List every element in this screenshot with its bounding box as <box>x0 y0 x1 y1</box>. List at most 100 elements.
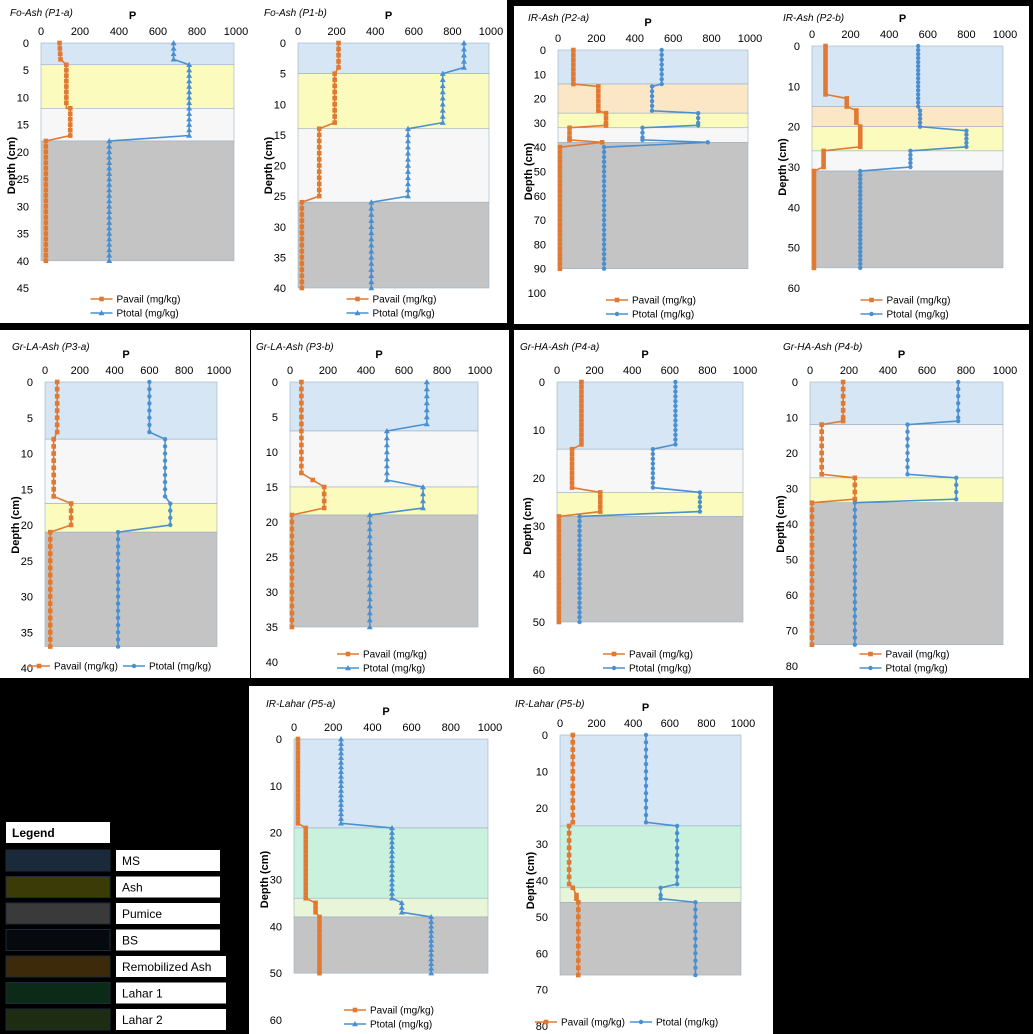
x-tick-label: 600 <box>918 365 936 377</box>
pavail-marker <box>43 247 49 253</box>
ptotal-marker <box>638 1019 644 1025</box>
pavail-marker <box>303 872 309 878</box>
x-tick-label: 0 <box>555 33 561 45</box>
ptotal-marker <box>106 257 113 263</box>
legend-label: MS <box>122 854 140 868</box>
pavail-marker <box>67 116 73 122</box>
pavail-marker <box>821 148 826 154</box>
pavail-marker <box>570 739 576 745</box>
ptotal-marker <box>643 761 649 767</box>
pavail-marker <box>571 57 576 63</box>
pavail-marker <box>316 187 322 193</box>
pavail-marker <box>840 401 846 406</box>
pavail-marker <box>317 942 322 948</box>
pavail-marker <box>336 46 341 52</box>
x-tick-label: 0 <box>287 365 293 377</box>
pavail-marker <box>840 386 846 392</box>
y-tick-label: 20 <box>786 448 798 460</box>
pavail-marker <box>557 232 563 237</box>
y-tick-label: 5 <box>27 413 33 425</box>
ptotal-marker <box>115 572 121 578</box>
pavail-marker <box>857 140 863 146</box>
ptotal-marker <box>354 310 361 316</box>
ptotal-marker <box>383 470 390 476</box>
pavail-marker <box>556 538 562 543</box>
ptotal-marker <box>954 475 959 481</box>
ptotal-marker <box>674 860 680 865</box>
pavail-marker <box>566 860 572 865</box>
legend-entry: Pavail (mg/kg) <box>54 662 118 673</box>
y-tick-label: 40 <box>536 876 548 888</box>
x-tick-label: 400 <box>110 26 128 38</box>
ptotal-marker <box>439 107 446 113</box>
layer-band <box>557 112 749 129</box>
ptotal-marker <box>577 562 582 567</box>
ptotal-marker <box>601 203 607 208</box>
pavail-marker <box>316 193 322 199</box>
ptotal-marker <box>673 394 678 399</box>
chart-title: P <box>898 349 905 361</box>
layer-band <box>289 381 479 432</box>
ptotal-marker <box>383 449 390 455</box>
pavail-marker <box>47 601 53 606</box>
pavail-marker <box>576 929 581 934</box>
pavail-marker <box>43 155 49 160</box>
pavail-marker <box>823 47 828 53</box>
pavail-marker <box>317 928 322 934</box>
ptotal-marker <box>368 278 375 285</box>
pavail-marker <box>289 575 295 581</box>
ptotal-marker <box>858 176 863 182</box>
panel-title: Gr-LA-Ash (P3-b) <box>256 342 334 353</box>
chart-panel: 0 200 400 600 800 1000 0 5 10 15 20 25 30 35 40 Fo-Ash … <box>256 0 507 323</box>
pavail-marker <box>303 881 309 887</box>
y-tick-label: 0 <box>272 377 278 389</box>
legend-label: BS <box>122 934 138 948</box>
ptotal-marker <box>673 389 678 394</box>
y-tick-label: 40 <box>274 283 286 295</box>
ptotal-marker <box>915 104 921 109</box>
pavail-marker <box>570 747 576 752</box>
ptotal-marker <box>601 188 607 194</box>
x-tick-label: 200 <box>840 365 858 377</box>
ptotal-marker <box>697 499 703 505</box>
pavail-marker <box>557 178 563 184</box>
ptotal-line <box>368 382 428 627</box>
pavail-marker <box>557 237 563 242</box>
ptotal-marker <box>858 237 863 242</box>
panel-title: IR-Lahar (P5-b) <box>515 699 584 710</box>
ptotal-marker <box>162 479 168 485</box>
pavail-marker <box>51 494 56 499</box>
pavail-marker <box>569 446 575 452</box>
chart-panel: 0 200 400 600 800 1000 0 10 20 30 40 50 60 IR-Ash (P2… <box>772 6 1029 324</box>
pavail-marker <box>557 193 563 199</box>
pavail-marker <box>614 297 620 303</box>
ptotal-marker <box>858 265 863 271</box>
pavail-marker <box>289 617 295 623</box>
pavail-marker <box>868 651 873 657</box>
pavail-marker <box>596 93 601 99</box>
x-tick-label: 200 <box>71 26 89 38</box>
ptotal-marker <box>858 225 863 230</box>
pavail-marker <box>303 877 309 882</box>
pavail-marker <box>51 486 56 492</box>
pavail-marker <box>47 558 53 564</box>
pavail-marker <box>556 533 562 538</box>
pavail-marker <box>823 67 828 73</box>
ptotal-marker <box>405 125 412 131</box>
pavail-marker <box>597 504 603 510</box>
pavail-marker <box>809 642 815 647</box>
x-tick-label: 1000 <box>993 29 1017 41</box>
pavail-marker <box>54 379 60 385</box>
ptotal-marker <box>905 443 910 449</box>
pavail-marker <box>570 790 576 796</box>
ptotal-marker <box>915 55 921 61</box>
ptotal-marker <box>147 401 152 406</box>
y-tick-label: 15 <box>17 120 29 132</box>
pavail-marker <box>317 919 322 924</box>
ptotal-marker <box>673 427 678 433</box>
pavail-marker <box>819 464 824 470</box>
ptotal-marker <box>460 40 467 46</box>
pavail-marker <box>576 943 581 949</box>
ptotal-marker <box>170 45 177 51</box>
pavail-marker <box>579 384 584 390</box>
